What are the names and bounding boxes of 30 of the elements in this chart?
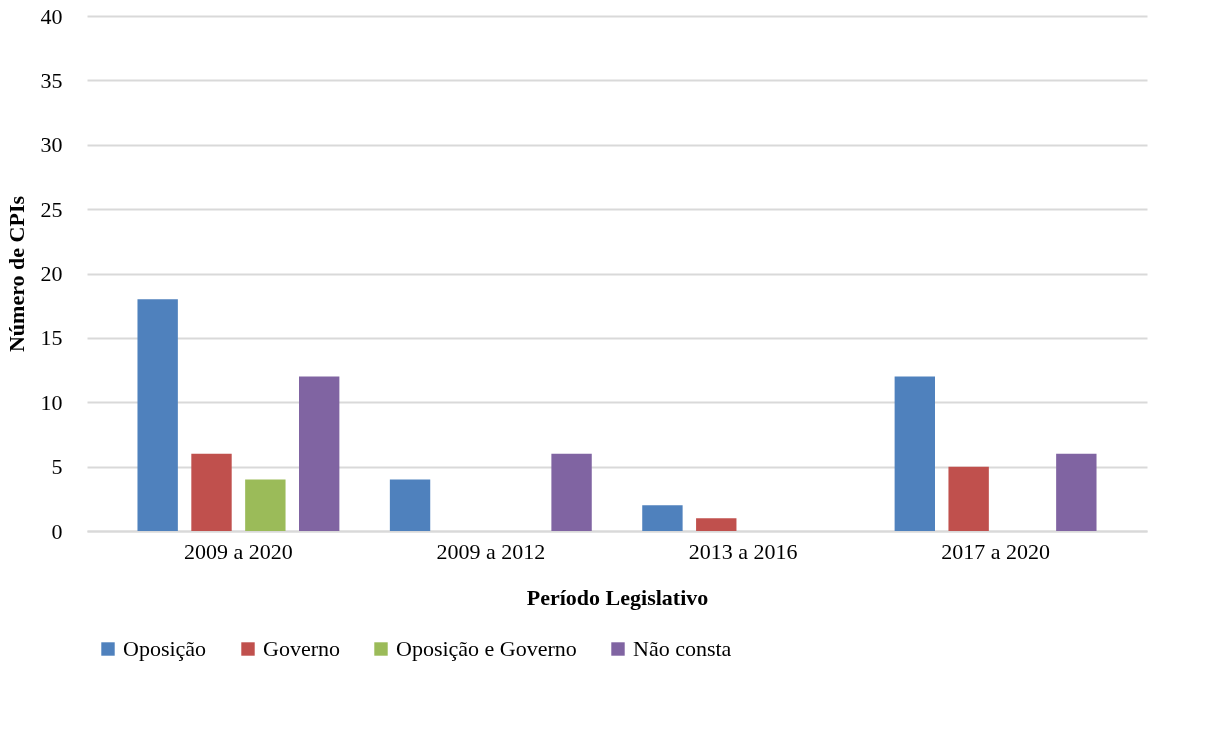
bar [894, 376, 935, 531]
y-tick-label: 25 [40, 196, 63, 222]
x-tick-label: 2009 a 2020 [184, 538, 293, 564]
bar [642, 505, 683, 531]
y-tick-label: 30 [40, 132, 63, 158]
y-axis-title: Número de CPIs [3, 195, 29, 353]
legend-label: Não consta [633, 636, 732, 661]
y-tick-label: 40 [40, 3, 63, 29]
x-tick-label: 2009 a 2012 [436, 538, 546, 564]
x-tick-label: 2013 a 2016 [688, 538, 798, 564]
legend-label: Oposição [123, 636, 207, 661]
bar [137, 299, 178, 531]
y-tick-label: 5 [51, 454, 63, 480]
bar [245, 479, 286, 531]
bar [551, 453, 592, 531]
x-tick-label: 2017 a 2020 [941, 538, 1050, 564]
y-tick-label: 0 [51, 518, 63, 544]
bar [299, 376, 340, 531]
legend-label: Governo [263, 636, 340, 661]
x-axis-title: Período Legislativo [526, 584, 709, 610]
bar [389, 479, 431, 531]
bar [696, 518, 737, 531]
legend-label: Oposição e Governo [396, 636, 577, 661]
bar [948, 466, 989, 531]
y-tick-label: 20 [40, 261, 63, 286]
bar [1056, 453, 1097, 531]
y-tick-label: 35 [40, 67, 63, 93]
bar [191, 453, 232, 531]
y-tick-label: 10 [40, 389, 63, 415]
y-tick-label: 15 [40, 325, 63, 351]
